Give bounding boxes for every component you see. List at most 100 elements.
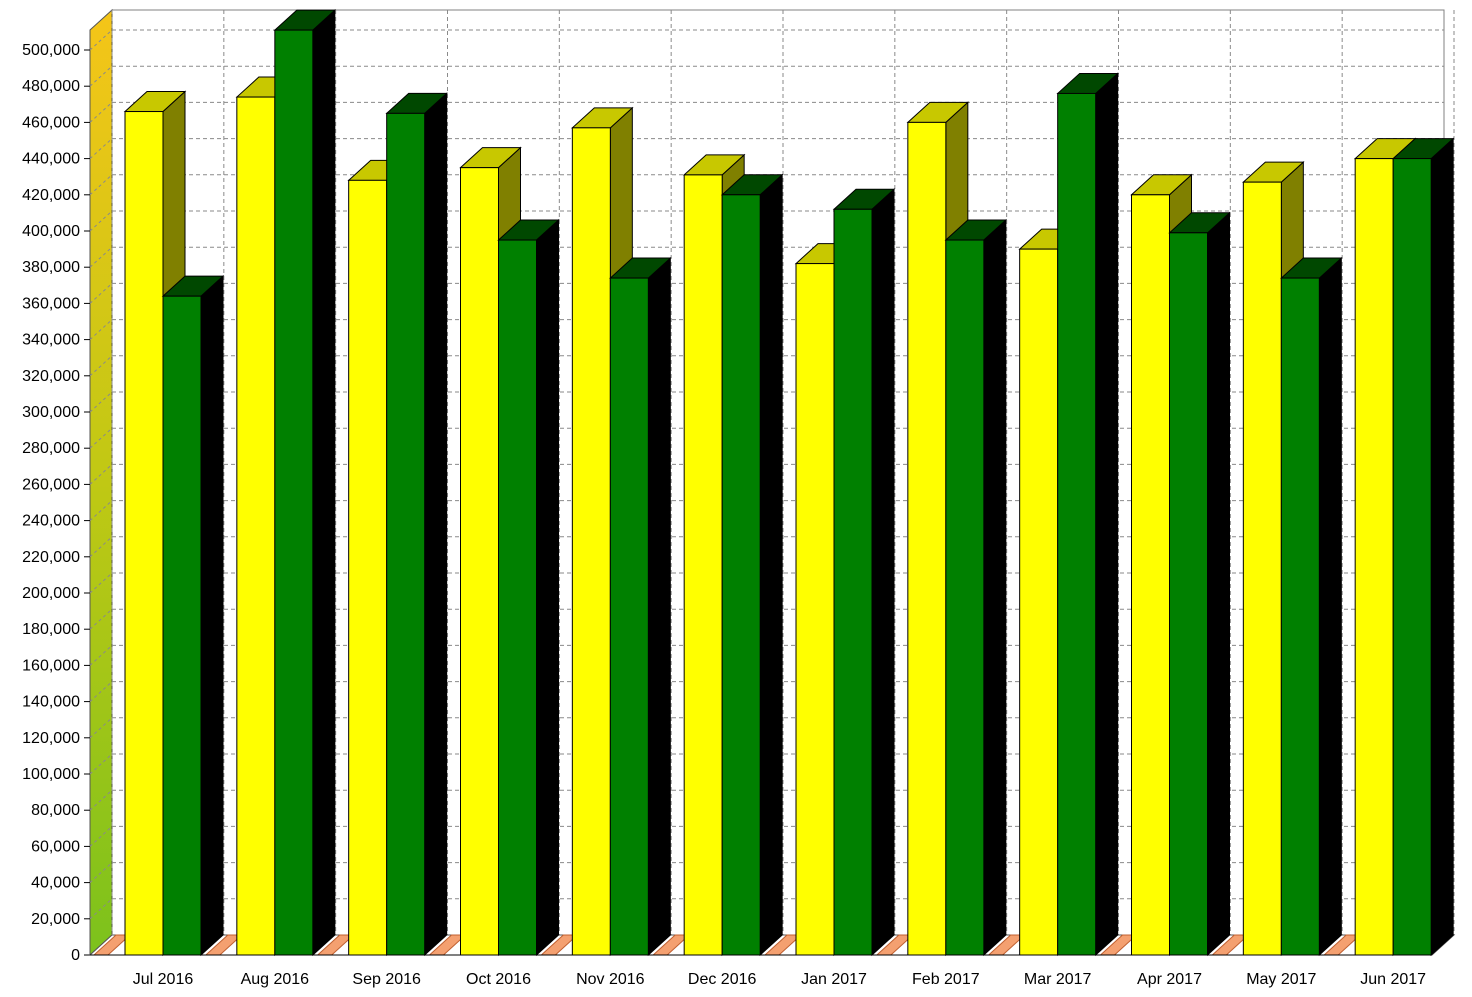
y-tick-label: 300,000 xyxy=(22,404,80,421)
x-tick-label: May 2017 xyxy=(1246,971,1316,988)
bar-side xyxy=(759,173,783,957)
gridline-depth xyxy=(89,138,113,159)
y-tick-label: 200,000 xyxy=(22,585,80,602)
y-tick-label: 240,000 xyxy=(22,513,80,530)
bar-front xyxy=(236,96,276,956)
bar-front xyxy=(1280,277,1320,956)
bar-green xyxy=(1168,211,1231,957)
x-tick-label: Jun 2017 xyxy=(1360,971,1426,988)
bar-front xyxy=(721,194,761,956)
gridline-depth xyxy=(89,608,113,630)
bar-green xyxy=(1280,256,1343,957)
x-tick-label: Sep 2016 xyxy=(352,971,421,988)
y-tick-label: 260,000 xyxy=(22,476,80,493)
bar-front xyxy=(124,111,164,956)
y-axis-tick-labels: 0 20,000 40,000 60,000 80,000 100,000 120,000 1… xyxy=(22,42,80,964)
bar-front xyxy=(683,174,723,956)
bar-green xyxy=(832,188,896,957)
y-tick-label: 500,000 xyxy=(22,42,80,59)
bar-front xyxy=(945,239,985,956)
bar-front xyxy=(907,121,947,956)
bar-front xyxy=(162,295,202,956)
bar-front xyxy=(1131,194,1170,956)
y-tick-label: 320,000 xyxy=(22,368,80,385)
bar-front xyxy=(609,277,649,956)
y-tick-label: 60,000 xyxy=(31,838,80,855)
gridline-depth xyxy=(89,427,113,449)
bar-front xyxy=(795,263,835,956)
bar-front xyxy=(386,112,426,956)
gridline-depth xyxy=(89,717,113,739)
gridline-depth xyxy=(89,319,113,340)
gridline-depth xyxy=(89,355,113,377)
bar-side xyxy=(1095,72,1119,957)
bar-side xyxy=(536,218,559,957)
bar-green xyxy=(944,218,1008,957)
gridline-depth xyxy=(89,862,113,883)
x-tick-label: Aug 2016 xyxy=(241,971,310,988)
y-tick-label: 360,000 xyxy=(22,295,80,312)
gridline-depth xyxy=(89,753,113,775)
y-tick-label: 0 xyxy=(71,947,80,964)
gridline-depth xyxy=(89,210,113,232)
bar-front xyxy=(348,179,388,956)
y-tick-label: 80,000 xyxy=(31,802,80,819)
y-tick-label: 340,000 xyxy=(22,332,80,349)
bar-side xyxy=(647,256,671,957)
x-tick-label: Jul 2016 xyxy=(133,971,194,988)
bar-front xyxy=(1169,232,1208,956)
bar-side xyxy=(1430,137,1454,957)
bar-green xyxy=(273,8,337,957)
y-tick-label: 480,000 xyxy=(22,78,80,95)
bar-side xyxy=(312,8,336,957)
bar-front xyxy=(274,29,314,956)
x-tick-label: Jan 2017 xyxy=(801,971,867,988)
left-wall xyxy=(89,8,113,957)
x-tick-label: Apr 2017 xyxy=(1137,971,1202,988)
gridline-depth xyxy=(89,645,113,666)
bar-green xyxy=(497,218,560,957)
bar-side xyxy=(983,218,1007,957)
bar-side xyxy=(200,275,224,957)
y-tick-label: 140,000 xyxy=(22,694,80,711)
bar-front xyxy=(833,208,873,956)
gridline-depth xyxy=(89,536,113,558)
bar-front xyxy=(1242,181,1282,956)
x-axis-tick-labels: Jul 2016 Aug 2016 Sep 2016 Oct 2016 Nov 2016… xyxy=(133,971,1426,988)
gridline-depth xyxy=(89,572,113,594)
bar-front xyxy=(1019,248,1059,956)
bar-side xyxy=(871,188,895,957)
y-tick-label: 280,000 xyxy=(22,440,80,457)
gridline-depth xyxy=(89,500,113,521)
gridline-depth xyxy=(89,898,113,920)
gridline-depth xyxy=(89,174,113,196)
bar-front xyxy=(1354,158,1394,956)
bar-green xyxy=(1056,72,1119,957)
gridline-depth xyxy=(89,283,113,304)
gridline-depth xyxy=(89,464,113,485)
gridline-depth xyxy=(89,826,113,847)
bar-front xyxy=(571,127,611,956)
bar-front xyxy=(1392,158,1432,956)
y-tick-label: 20,000 xyxy=(31,911,80,928)
y-tick-label: 180,000 xyxy=(22,621,80,638)
x-tick-label: Nov 2016 xyxy=(576,971,645,988)
bar-green xyxy=(1391,137,1455,957)
y-tick-label: 400,000 xyxy=(22,223,80,240)
bar-green xyxy=(609,256,672,957)
gridline-depth xyxy=(89,29,113,51)
x-tick-label: Oct 2016 xyxy=(466,971,531,988)
y-tick-label: 160,000 xyxy=(22,657,80,674)
bars xyxy=(123,8,1455,957)
y-tick-label: 380,000 xyxy=(22,259,80,276)
bar-front xyxy=(460,167,499,956)
y-tick-label: 40,000 xyxy=(31,875,80,892)
bar-front xyxy=(498,239,537,956)
gridline-depth xyxy=(89,246,113,268)
bar-side xyxy=(1318,256,1342,957)
y-tick-label: 460,000 xyxy=(22,114,80,131)
y-tick-label: 120,000 xyxy=(22,730,80,747)
gridline-depth xyxy=(89,681,113,702)
